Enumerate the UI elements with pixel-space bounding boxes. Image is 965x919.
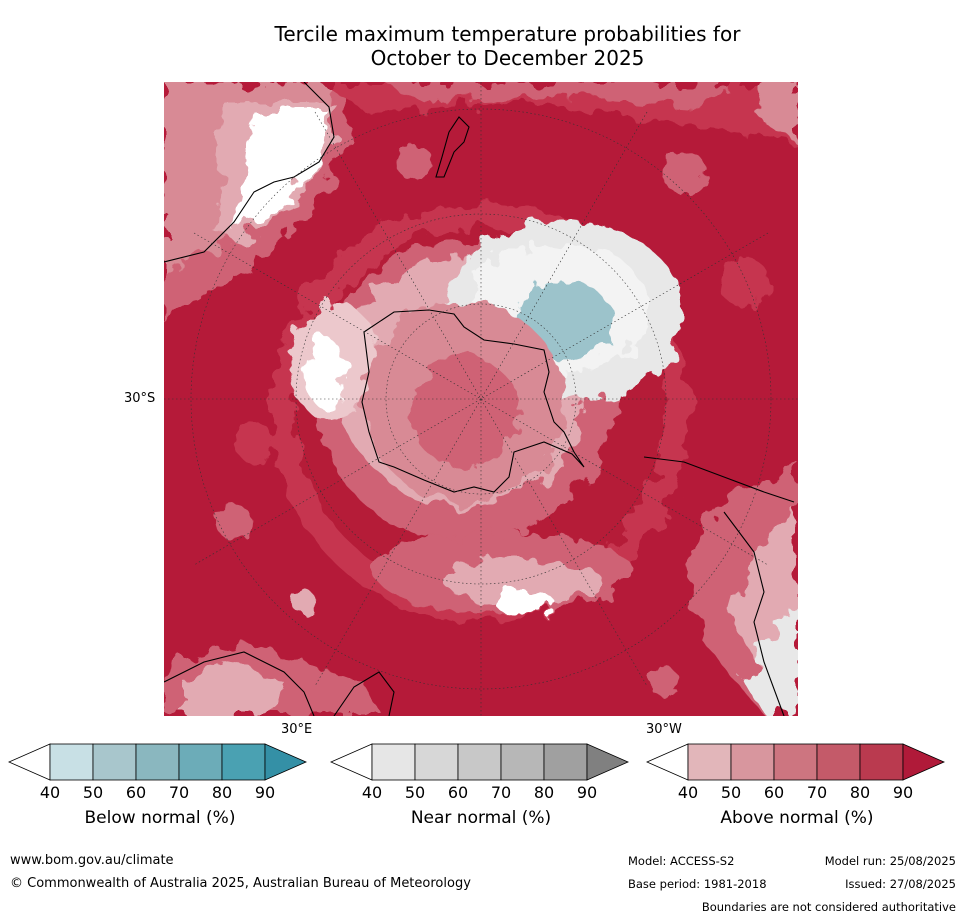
colorbar-tick-label: 50 xyxy=(82,783,104,802)
near-normal-label: Near normal (%) xyxy=(410,808,552,828)
colorbar-segment xyxy=(371,743,416,781)
colorbar-tick-label: 60 xyxy=(125,783,147,802)
meridian xyxy=(193,232,769,566)
atlantic-white xyxy=(494,590,554,614)
colorbar-tick-label: 70 xyxy=(490,783,512,802)
colorbar-over-triangle xyxy=(902,743,945,781)
base-period-text: Base period: 1981-2018 xyxy=(628,877,767,891)
model-run-text: Model run: 25/08/2025 xyxy=(824,854,956,868)
colorbar-tick-label: 80 xyxy=(533,783,555,802)
lat-label-30s: 30°S xyxy=(124,391,156,406)
probability-map xyxy=(164,82,798,716)
model-text: Model: ACCESS-S2 xyxy=(628,854,735,868)
colorbar-segment xyxy=(92,743,137,781)
colorbar-segment xyxy=(500,743,545,781)
southern-africa-coast xyxy=(333,671,395,716)
australia-shading-white xyxy=(234,112,329,232)
meridian xyxy=(193,232,769,566)
near-normal-colorbar xyxy=(330,743,629,781)
speckle xyxy=(396,144,432,180)
speckle xyxy=(234,422,274,462)
speckle xyxy=(292,590,316,614)
graticule xyxy=(164,82,798,716)
colorbar-segment xyxy=(135,743,180,781)
colorbar-tick-label: 70 xyxy=(806,783,828,802)
speckle xyxy=(216,504,252,540)
colorbar-segment xyxy=(49,743,94,781)
ne-corner-60 xyxy=(754,82,798,142)
antarctica-coast xyxy=(361,309,585,493)
speckle xyxy=(649,667,679,697)
colorbar-tick-label: 50 xyxy=(720,783,742,802)
coastlines xyxy=(164,82,795,716)
colorbar-segment xyxy=(221,743,266,781)
north-strip-70 xyxy=(384,82,724,107)
above-normal-label: Above normal (%) xyxy=(720,808,874,828)
antarctica-centre xyxy=(409,357,519,467)
lon-label-30e: 30°E xyxy=(281,722,313,737)
colorbar-over-triangle xyxy=(264,743,307,781)
colorbar-segment xyxy=(414,743,459,781)
disclaimer-text: Boundaries are not considered authoritat… xyxy=(701,900,956,914)
colorbar-tick-label: 80 xyxy=(211,783,233,802)
colorbar-tick-label: 60 xyxy=(447,783,469,802)
colorbar-tick-label: 90 xyxy=(892,783,914,802)
colorbar-segment xyxy=(816,743,861,781)
copyright-text: © Commonwealth of Australia 2025, Austra… xyxy=(10,876,471,891)
colorbar-segment xyxy=(773,743,818,781)
title-line-2: October to December 2025 xyxy=(370,46,645,70)
meridian xyxy=(314,111,648,687)
africa-shading-50 xyxy=(184,662,284,716)
new-zealand-coast xyxy=(435,116,470,178)
speckle-layer xyxy=(216,144,769,697)
colorbar-tick-label: 40 xyxy=(361,783,383,802)
lon-label-30w: 30°W xyxy=(646,722,682,737)
indian-ocean-white xyxy=(304,337,344,407)
below-normal-colorbar xyxy=(8,743,307,781)
meridian xyxy=(314,111,648,687)
above-normal-colorbar xyxy=(646,743,945,781)
south-america-near xyxy=(744,602,798,716)
colorbar-tick-label: 70 xyxy=(168,783,190,802)
lat-circle xyxy=(190,108,772,690)
colorbar-tick-label: 80 xyxy=(849,783,871,802)
colorbar-tick-label: 40 xyxy=(39,783,61,802)
issued-text: Issued: 27/08/2025 xyxy=(845,877,956,891)
colorbar-under-triangle xyxy=(8,743,51,781)
colorbar-tick-label: 40 xyxy=(677,783,699,802)
colorbar-tick-label: 50 xyxy=(404,783,426,802)
colorbar-segment xyxy=(178,743,223,781)
colorbar-under-triangle xyxy=(330,743,373,781)
africa-coast xyxy=(164,651,315,716)
colorbar-segment xyxy=(687,743,732,781)
colorbar-under-triangle xyxy=(646,743,689,781)
colorbar-segment xyxy=(457,743,502,781)
probability-shading xyxy=(164,82,798,716)
colorbar-over-triangle xyxy=(586,743,629,781)
south-america-coast xyxy=(643,456,795,716)
colorbar-segment xyxy=(543,743,588,781)
colorbar-tick-label: 60 xyxy=(763,783,785,802)
speckle xyxy=(719,257,769,307)
colorbar-segment xyxy=(859,743,904,781)
australia-coast xyxy=(164,82,335,263)
atlantic-band-50 xyxy=(444,560,604,604)
chart-title: Tercile maximum temperature probabilitie… xyxy=(0,22,965,70)
title-line-1: Tercile maximum temperature probabilitie… xyxy=(274,22,741,46)
below-normal-label: Below normal (%) xyxy=(84,808,236,828)
speckle xyxy=(662,150,706,194)
map-graphic xyxy=(164,82,798,716)
website-text: www.bom.gov.au/climate xyxy=(10,853,174,868)
colorbar-tick-label: 90 xyxy=(576,783,598,802)
colorbar-segment xyxy=(730,743,775,781)
colorbar-tick-label: 90 xyxy=(254,783,276,802)
